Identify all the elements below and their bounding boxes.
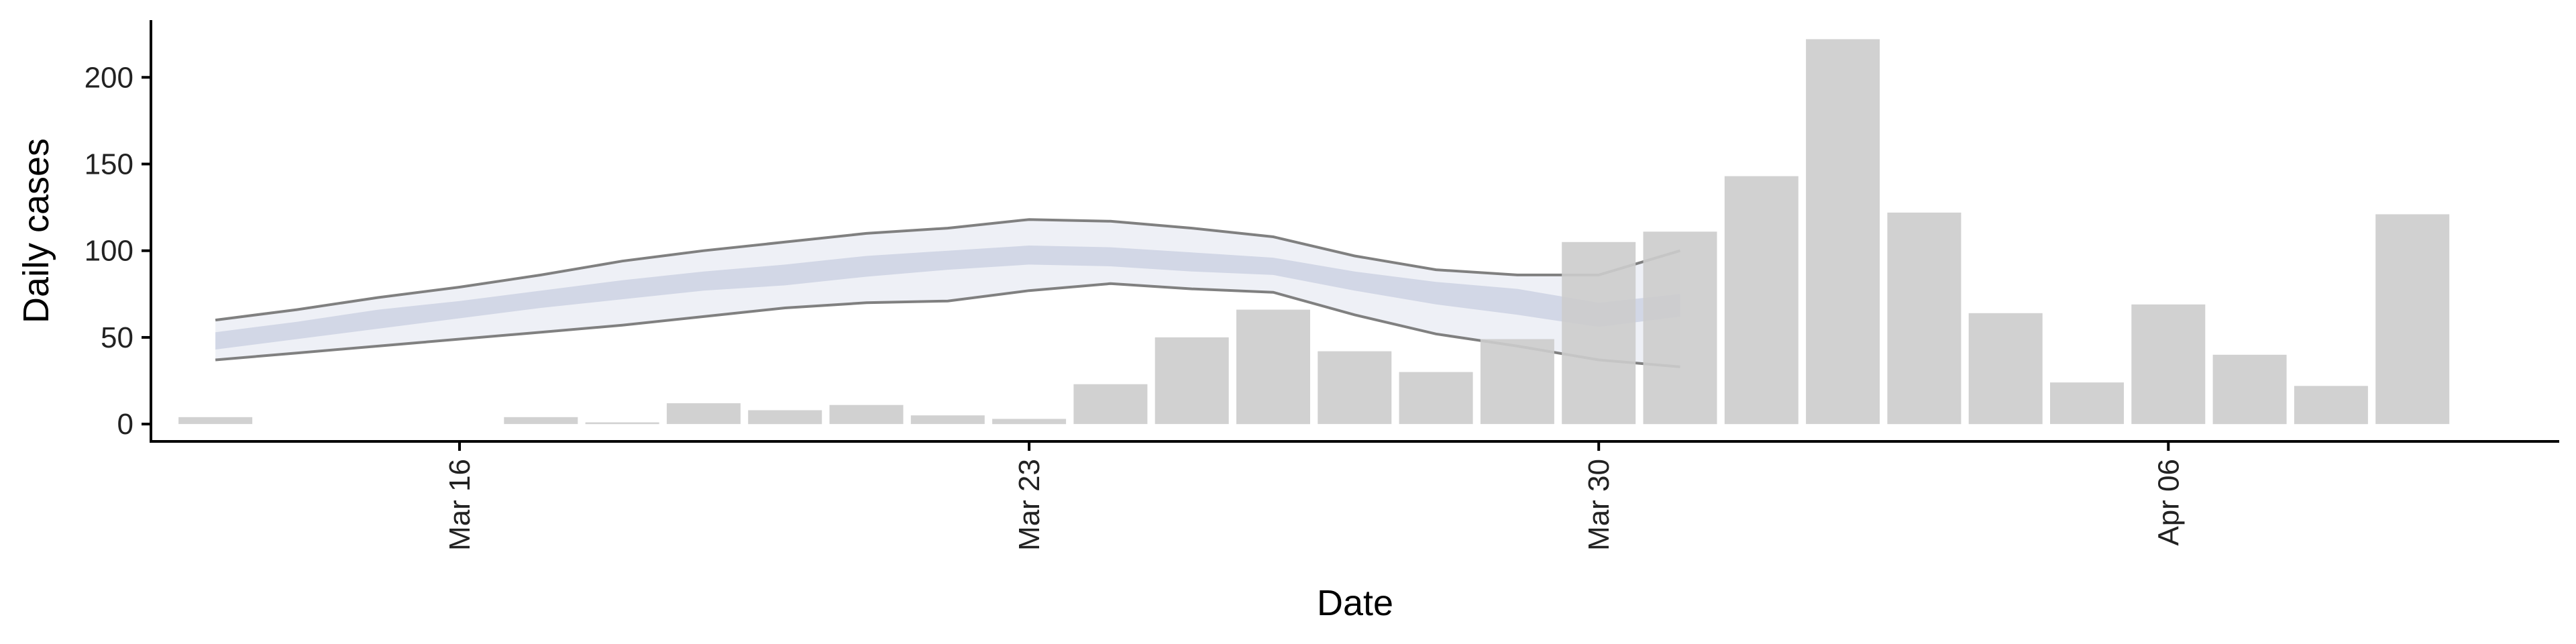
bar [2212, 354, 2287, 425]
bar [1318, 351, 1392, 425]
bar [1724, 176, 1799, 425]
y-axis-title: Daily cases [16, 138, 56, 323]
axes: 0 50 100 150 200 Mar 16 Mar 23 Mar 30 Apr 06 [85, 20, 2559, 551]
bar [178, 417, 253, 425]
x-tick-label: Mar 30 [1582, 459, 1615, 551]
bar [1236, 309, 1310, 425]
inner-band [215, 246, 1680, 350]
y-axis-ticks: 0 50 100 150 200 [85, 61, 151, 441]
bar [666, 403, 741, 425]
bar [910, 415, 985, 425]
y-tick-label: 0 [117, 408, 133, 441]
bar-layer [178, 39, 2450, 425]
bar [1562, 241, 1636, 425]
y-tick-label: 200 [85, 61, 133, 94]
band-lower-line [215, 282, 1680, 368]
x-tick-label: Apr 06 [2152, 459, 2185, 546]
y-tick-label: 100 [85, 235, 133, 268]
bar [748, 410, 822, 425]
x-tick-label: Mar 16 [443, 459, 476, 551]
band-upper-line [215, 218, 1681, 322]
bar [1887, 212, 1962, 425]
bar [1968, 313, 2043, 425]
y-tick-label: 50 [101, 321, 133, 354]
x-axis-ticks: Mar 16 Mar 23 Mar 30 Apr 06 [443, 441, 2185, 551]
bar [1480, 339, 1554, 425]
bar [992, 419, 1067, 425]
bar [2375, 214, 2450, 425]
plot-area [178, 39, 2450, 425]
outer-band [215, 219, 1680, 367]
bar [1155, 337, 1229, 425]
bar [2050, 382, 2124, 425]
y-tick-label: 150 [85, 148, 133, 181]
bar [1399, 372, 1473, 425]
bar [1806, 39, 1880, 425]
estimate-band-layer [215, 218, 1681, 368]
bar [2294, 386, 2368, 425]
bar [504, 417, 578, 425]
x-tick-label: Mar 23 [1013, 459, 1046, 551]
bar [585, 422, 659, 425]
bar [2131, 304, 2206, 425]
bar [1643, 231, 1717, 425]
bar [1073, 384, 1148, 425]
x-axis-title: Date [1317, 583, 1393, 623]
bar [829, 405, 904, 425]
